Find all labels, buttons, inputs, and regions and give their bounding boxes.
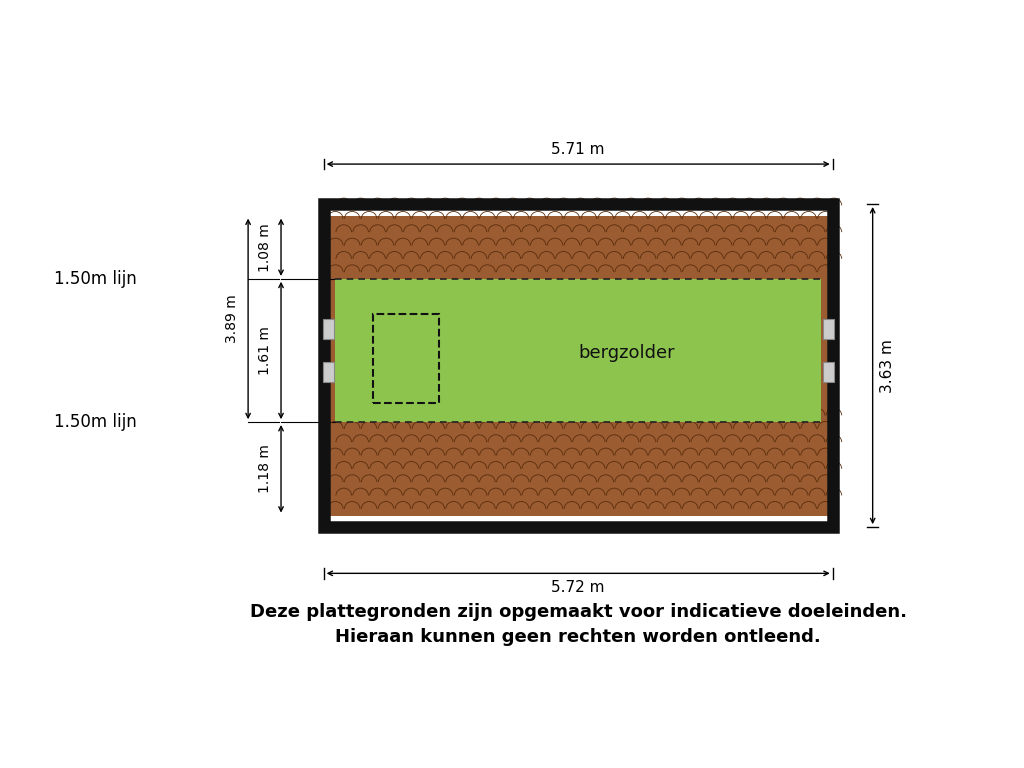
- Bar: [823, 319, 834, 339]
- Text: Hieraan kunnen geen rechten worden ontleend.: Hieraan kunnen geen rechten worden ontle…: [335, 627, 821, 646]
- Text: 1.50m lijn: 1.50m lijn: [54, 270, 137, 288]
- Bar: [324, 204, 833, 527]
- Text: 3.89 m: 3.89 m: [225, 294, 240, 343]
- Bar: [373, 313, 439, 402]
- Text: 1.08 m: 1.08 m: [258, 223, 272, 272]
- Bar: [323, 319, 334, 339]
- Text: 3.63 m: 3.63 m: [880, 339, 895, 392]
- Text: 5.72 m: 5.72 m: [552, 581, 605, 595]
- Bar: [335, 216, 821, 279]
- Text: Deze plattegronden zijn opgemaakt voor indicatieve doeleinden.: Deze plattegronden zijn opgemaakt voor i…: [250, 603, 906, 621]
- Bar: [821, 216, 833, 515]
- Text: 1.61 m: 1.61 m: [258, 326, 272, 375]
- Bar: [823, 362, 834, 382]
- Bar: [335, 422, 821, 515]
- Bar: [323, 362, 334, 382]
- Text: 1.50m lijn: 1.50m lijn: [54, 413, 137, 431]
- Bar: [335, 279, 821, 422]
- Text: 5.71 m: 5.71 m: [552, 142, 605, 157]
- Text: 1.18 m: 1.18 m: [258, 445, 272, 493]
- Text: bergzolder: bergzolder: [579, 344, 675, 362]
- Bar: [324, 216, 335, 515]
